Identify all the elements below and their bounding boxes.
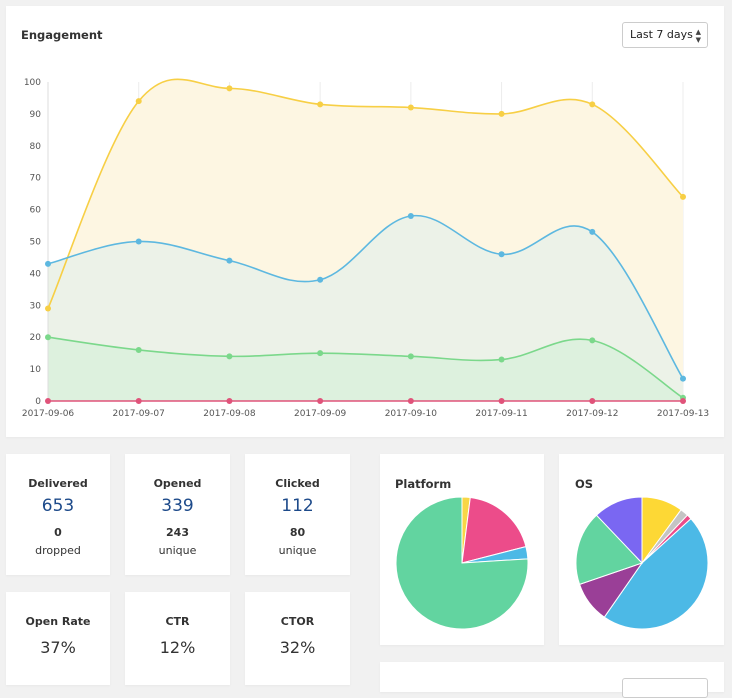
series-3-point-2[interactable] xyxy=(226,398,233,404)
ctor-value: 32% xyxy=(279,638,316,657)
date-range-select[interactable]: Last 7 days ▲ ▼ xyxy=(622,22,708,48)
series-3-point-3[interactable] xyxy=(317,398,324,404)
series-0-line xyxy=(47,78,684,309)
series-2-point-1[interactable] xyxy=(135,346,142,353)
pie-slice-5[interactable] xyxy=(575,514,643,585)
engagement-chart: 0 10 20 30 40 50 60 70 80 90 100 2017-09-06 2017-09-… xyxy=(22,78,709,419)
open-rate-card: Open Rate 37% xyxy=(6,592,110,685)
opened-unique-label: unique xyxy=(158,544,197,557)
x-tick-label: 2017-09-06 xyxy=(22,409,75,419)
pie-slice-3[interactable] xyxy=(603,518,709,630)
clicked-value: 112 xyxy=(281,496,314,516)
date-range-value: Last 7 days xyxy=(630,28,693,41)
y-tick-label: 10 xyxy=(30,365,42,375)
bottom-card-select[interactable] xyxy=(622,678,708,698)
x-tick-label: 2017-09-13 xyxy=(657,409,709,419)
ctor-label: CTOR xyxy=(280,615,315,628)
series-2-point-6[interactable] xyxy=(589,337,596,344)
series-3-point-1[interactable] xyxy=(135,398,142,404)
opened-unique-count: 243 xyxy=(166,526,189,539)
series-1-point-0[interactable] xyxy=(45,260,51,267)
engagement-title: Engagement xyxy=(21,28,103,42)
opened-card: Opened 339 243 unique xyxy=(125,454,230,575)
pie-slice-1[interactable] xyxy=(461,496,527,564)
ctr-value: 12% xyxy=(159,638,196,657)
y-tick-label: 70 xyxy=(30,174,42,184)
opened-label: Opened xyxy=(153,477,202,490)
series-3-point-4[interactable] xyxy=(407,398,414,404)
x-tick-label: 2017-09-12 xyxy=(566,409,618,419)
series-0-point-5[interactable] xyxy=(498,110,505,117)
series-0-point-1[interactable] xyxy=(135,98,142,105)
series-1-point-1[interactable] xyxy=(135,238,142,245)
delivered-card: Delivered 653 0 dropped xyxy=(6,454,110,575)
x-tick-label: 2017-09-07 xyxy=(113,409,165,419)
clicked-card: Clicked 112 80 unique xyxy=(245,454,350,575)
series-1-point-3[interactable] xyxy=(317,276,324,283)
series-3-point-7[interactable] xyxy=(680,398,686,404)
os-title: OS xyxy=(575,477,594,491)
x-tick-label: 2017-09-11 xyxy=(475,409,527,419)
series-3-point-0[interactable] xyxy=(45,398,51,404)
series-2-point-3[interactable] xyxy=(317,350,324,357)
y-tick-label: 0 xyxy=(35,397,41,407)
y-tick-label: 60 xyxy=(30,206,42,216)
y-tick-label: 90 xyxy=(30,110,42,120)
series-1-point-5[interactable] xyxy=(498,251,505,258)
series-2-point-5[interactable] xyxy=(498,356,505,363)
platform-title: Platform xyxy=(395,477,452,491)
series-2-line xyxy=(47,336,684,399)
ctr-card: CTR 12% xyxy=(125,592,230,685)
open-rate-value: 37% xyxy=(40,638,76,657)
series-2-area xyxy=(48,337,683,401)
series-0-point-2[interactable] xyxy=(226,85,233,92)
clicked-label: Clicked xyxy=(275,477,320,490)
open-rate-label: Open Rate xyxy=(25,615,91,628)
clicked-unique-label: unique xyxy=(278,544,317,557)
ctor-card: CTOR 32% xyxy=(245,592,350,685)
pie-slice-3[interactable] xyxy=(395,496,529,630)
series-2-point-0[interactable] xyxy=(45,334,51,341)
delivered-value: 653 xyxy=(41,496,75,516)
series-1-point-7[interactable] xyxy=(680,375,686,382)
platform-pie-chart xyxy=(395,496,529,630)
x-tick-label: 2017-09-10 xyxy=(385,409,438,419)
series-0-point-6[interactable] xyxy=(589,101,596,108)
clicked-unique-count: 80 xyxy=(289,526,306,539)
os-card: OS xyxy=(559,454,724,645)
series-0-point-7[interactable] xyxy=(680,193,686,200)
series-3-point-5[interactable] xyxy=(498,398,505,404)
os-pie-chart xyxy=(575,496,709,630)
series-1-point-6[interactable] xyxy=(589,228,596,235)
dropped-count: 0 xyxy=(54,526,62,539)
y-tick-label: 20 xyxy=(30,333,42,343)
select-arrows-icon: ▲ ▼ xyxy=(695,28,701,44)
series-2-point-2[interactable] xyxy=(226,353,233,360)
x-tick-label: 2017-09-08 xyxy=(203,409,256,419)
pie-slice-6[interactable] xyxy=(595,496,643,565)
y-tick-label: 50 xyxy=(30,238,42,248)
y-tick-label: 100 xyxy=(24,78,41,88)
ctr-label: CTR xyxy=(165,615,190,628)
x-tick-label: 2017-09-09 xyxy=(294,409,347,419)
series-3-point-6[interactable] xyxy=(589,398,596,404)
y-tick-label: 30 xyxy=(30,301,42,311)
series-0-point-3[interactable] xyxy=(317,101,324,108)
y-tick-label: 80 xyxy=(30,142,42,152)
y-tick-label: 40 xyxy=(30,269,42,279)
series-1-point-2[interactable] xyxy=(226,257,233,264)
opened-value: 339 xyxy=(161,496,194,516)
dropped-label: dropped xyxy=(35,544,81,557)
series-1-point-4[interactable] xyxy=(407,212,414,219)
series-2-point-4[interactable] xyxy=(407,353,414,360)
platform-card: Platform xyxy=(380,454,544,645)
delivered-label: Delivered xyxy=(28,477,88,490)
series-0-point-0[interactable] xyxy=(45,305,51,312)
series-0-point-4[interactable] xyxy=(407,104,414,111)
